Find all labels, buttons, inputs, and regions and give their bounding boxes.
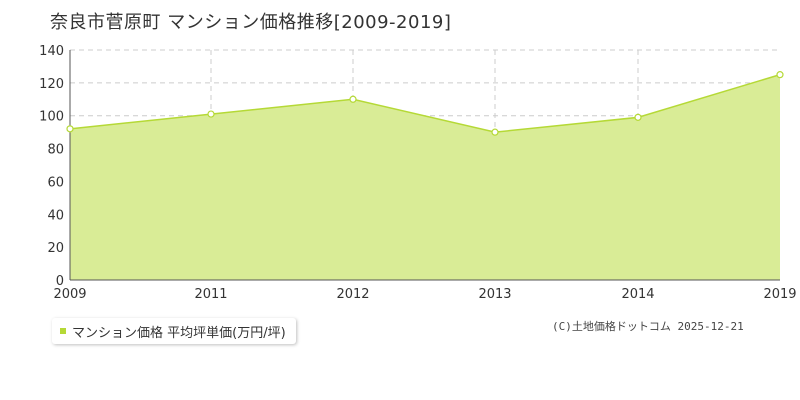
y-tick-label: 100: [39, 110, 64, 125]
data-point: [66, 125, 74, 133]
x-tick-label: 2009: [53, 287, 86, 302]
y-tick-label: 80: [47, 143, 64, 158]
area-layer: [69, 73, 781, 281]
data-point: [207, 110, 215, 118]
y-tick-label: 20: [47, 241, 64, 256]
data-point: [349, 95, 357, 103]
x-tick-label: 2012: [336, 287, 369, 302]
credit-text: (C)土地価格ドットコム 2025-12-21: [552, 320, 744, 333]
y-tick-label: 40: [47, 208, 64, 223]
series-area: [70, 74, 780, 281]
x-tick-label: 2011: [194, 287, 227, 302]
chart-legend: マンション価格 平均坪単価(万円/坪): [52, 318, 296, 344]
data-point: [634, 113, 642, 121]
y-tick-label: 60: [47, 175, 64, 190]
legend-swatch: [60, 328, 66, 334]
data-point: [776, 71, 784, 79]
x-tick-label: 2019: [763, 287, 796, 302]
chart-title: 奈良市菅原町 マンション価格推移[2009-2019]: [50, 12, 452, 33]
x-tick-label: 2014: [621, 287, 654, 302]
series-line: [69, 73, 781, 133]
y-tick-label: 120: [39, 77, 64, 92]
x-tick-label: 2013: [478, 287, 511, 302]
axis-layer: [69, 50, 780, 281]
legend-label: マンション価格 平均坪単価(万円/坪): [72, 325, 286, 341]
data-point: [491, 128, 499, 136]
y-tick-label: 0: [56, 274, 64, 289]
y-tick-label: 140: [39, 44, 64, 59]
label-layer: 0 20 40 60 80 100 120 140 2009 2011 2012 2013 2014 20…: [39, 44, 796, 302]
point-layer: [66, 71, 784, 136]
